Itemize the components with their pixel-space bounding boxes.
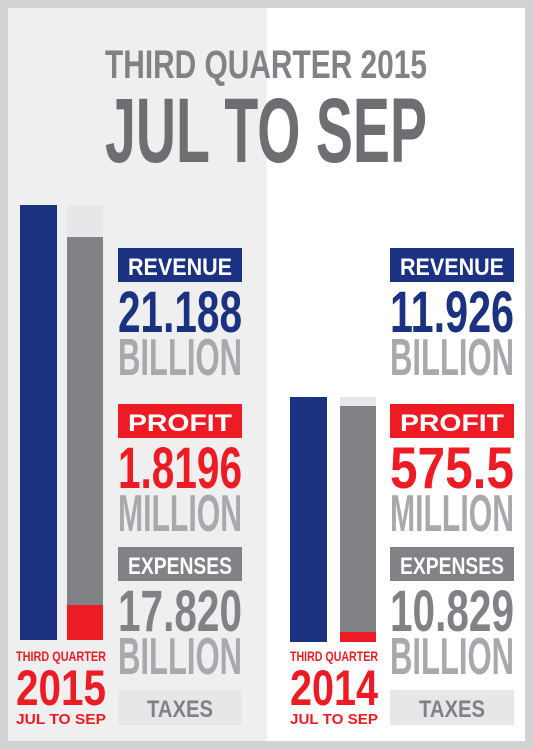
profit-segment [67, 605, 103, 640]
taxes-box [118, 690, 242, 725]
profit-label-box [118, 404, 242, 438]
revenue-value: 11.926 [390, 280, 514, 345]
expenses-segment [340, 406, 376, 632]
revenue-label-box [118, 248, 242, 282]
period-label: THIRD QUARTER [16, 648, 106, 664]
revenue-label: REVENUE [400, 254, 504, 281]
expenses-unit: BILLION [390, 628, 514, 686]
profit-label: PROFIT [128, 410, 232, 437]
profit-value: 575.5 [390, 436, 514, 501]
year-label: 2015 [16, 660, 106, 716]
expenses-segment [67, 237, 103, 605]
expenses-label-box [118, 547, 242, 581]
revenue-label: REVENUE [128, 254, 232, 281]
taxes-label: TAXES [147, 696, 213, 723]
revenue-unit: BILLION [118, 329, 242, 387]
expenses-label-box [390, 547, 514, 581]
taxes-segment [67, 205, 103, 237]
revenue-bar [290, 397, 327, 642]
profit-value: 1.8196 [118, 436, 242, 501]
expenses-unit: BILLION [118, 628, 242, 686]
subtitle: JUL TO SEP [105, 80, 427, 182]
expenses-label: EXPENSES [400, 553, 504, 580]
revenue-unit: BILLION [390, 329, 514, 387]
revenue-label-box [390, 248, 514, 282]
months-label: JUL TO SEP [16, 711, 106, 728]
expenses-label: EXPENSES [128, 553, 232, 580]
revenue-value: 21.188 [118, 280, 242, 345]
months-label: JUL TO SEP [290, 711, 378, 728]
profit-label-box [390, 404, 514, 438]
profit-label: PROFIT [400, 410, 504, 437]
title: THIRD QUARTER 2015 [105, 43, 427, 87]
taxes-box [390, 690, 514, 725]
profit-segment [340, 632, 376, 642]
period-label: THIRD QUARTER [290, 648, 378, 664]
profit-unit: MILLION [390, 485, 514, 543]
taxes-segment [340, 397, 376, 406]
expenses-value: 17.820 [118, 579, 242, 644]
taxes-label: TAXES [419, 696, 485, 723]
revenue-bar [20, 205, 57, 640]
year-label: 2014 [290, 660, 378, 716]
expenses-value: 10.829 [390, 579, 514, 644]
profit-unit: MILLION [118, 485, 242, 543]
